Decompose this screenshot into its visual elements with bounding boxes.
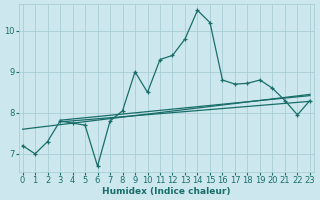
X-axis label: Humidex (Indice chaleur): Humidex (Indice chaleur) <box>102 187 230 196</box>
